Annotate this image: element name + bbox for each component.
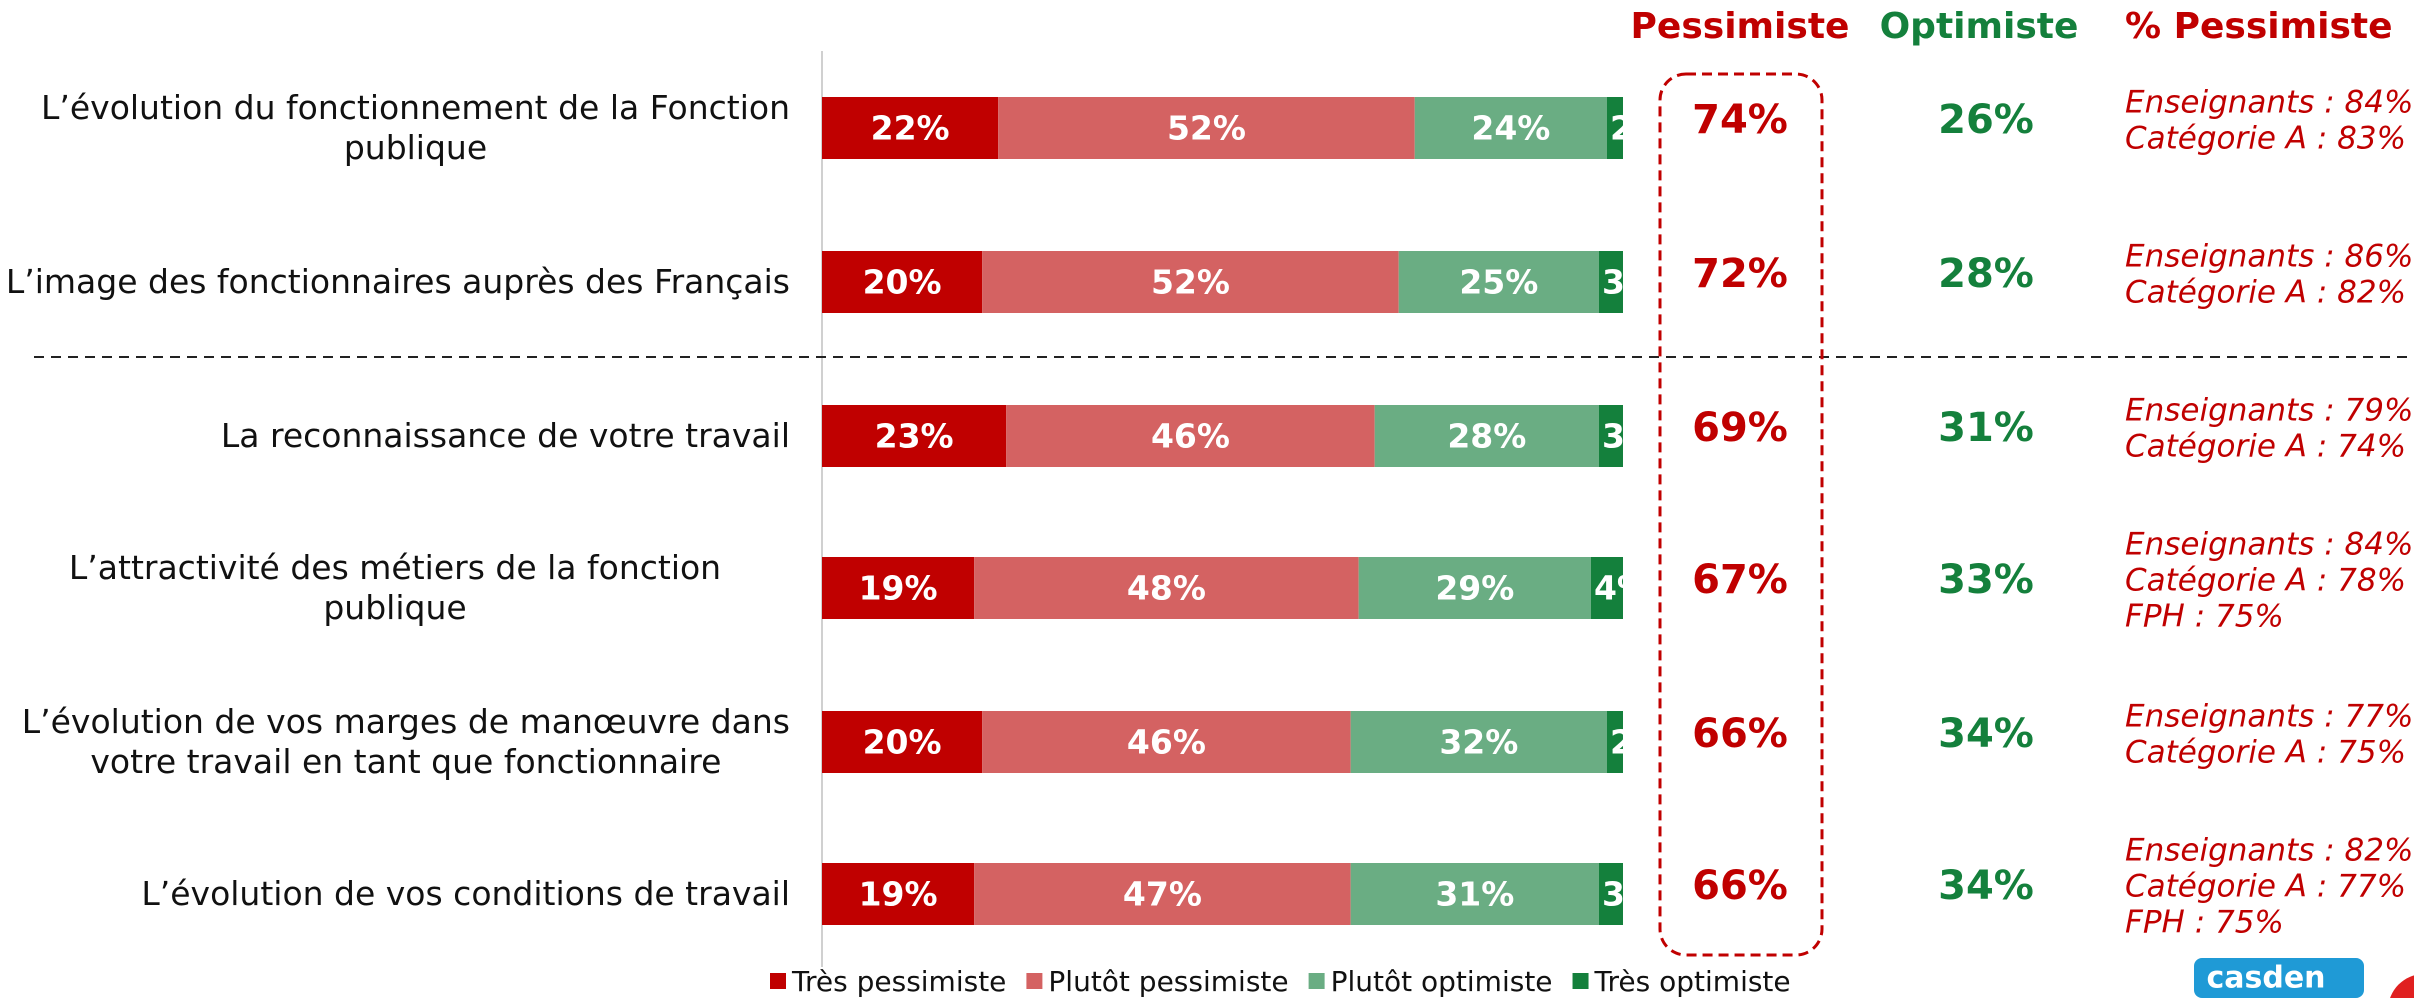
note: FPH : 75% <box>2125 599 2284 635</box>
bar-segment <box>1606 97 1623 159</box>
bar-label: 46% <box>1151 417 1230 456</box>
note: Catégorie A : 75% <box>2125 735 2406 771</box>
bar-segment <box>822 711 983 773</box>
bar-label: 32% <box>1439 723 1518 762</box>
bar-label: 29% <box>1435 569 1514 608</box>
bar-segment <box>822 557 975 619</box>
category-label: L’évolution du fonctionnement de la Fonc… <box>40 88 790 167</box>
bar-label: 19% <box>859 569 938 608</box>
note: FPH : 75% <box>2125 905 2284 941</box>
bar-segment <box>1350 863 1599 925</box>
pessimiste-title: Pessimiste <box>1631 6 1850 47</box>
bar-label: 3% <box>1602 875 1658 914</box>
note: Enseignants : 82% <box>2125 833 2413 869</box>
bar-segment <box>1590 557 1623 619</box>
bar-label: 52% <box>1151 263 1230 302</box>
note: Catégorie A : 77% <box>2125 869 2406 905</box>
bar-segment <box>982 711 1351 773</box>
logo: casden <box>2206 961 2325 996</box>
bar-segment <box>1398 251 1599 313</box>
note: Catégorie A : 83% <box>2125 121 2406 157</box>
legend-swatch <box>1572 973 1589 989</box>
highlight-box <box>1658 72 1824 957</box>
note: Catégorie A : 74% <box>2125 429 2406 465</box>
logo-mark <box>2390 975 2414 998</box>
category-label: L’évolution de vos conditions de travail <box>141 874 790 913</box>
legend-label: Très pessimiste <box>791 965 1006 998</box>
bar-label: 2% <box>1610 109 1666 148</box>
bars: 22% 52% 24% 2% 20% 52% 25% 3% 23% 46% 28% 3% 19% 48% 2… <box>822 97 1666 925</box>
note: Enseignants : 84% <box>2125 85 2413 121</box>
note: Enseignants : 79% <box>2125 393 2413 429</box>
bar-label: 22% <box>871 109 950 148</box>
bar-label: 24% <box>1471 109 1550 148</box>
pessimiste-value: 74% <box>1692 97 1788 143</box>
pessimiste-value: 66% <box>1692 863 1788 909</box>
bar-label: 47% <box>1123 875 1202 914</box>
bar-segment <box>998 97 1415 159</box>
bar-segment <box>822 97 999 159</box>
category-label: L’attractivité des métiers de la fonctio… <box>68 548 722 627</box>
note: Enseignants : 84% <box>2125 527 2413 563</box>
bar-label: 3% <box>1602 417 1658 456</box>
pessimiste-value: 72% <box>1692 251 1788 297</box>
bar-segment <box>1598 251 1623 313</box>
bar-label: 48% <box>1127 569 1206 608</box>
logo-box <box>2194 958 2364 998</box>
bar-segment <box>1598 405 1623 467</box>
legend-swatch <box>770 973 786 989</box>
bar-label: 46% <box>1127 723 1206 762</box>
optimiste-value: 28% <box>1938 251 2034 297</box>
notes-title: % Pessimiste <box>2125 6 2393 47</box>
bar-label: 20% <box>863 263 942 302</box>
bar-segment <box>974 557 1359 619</box>
optimiste-value: 26% <box>1938 97 2034 143</box>
bar-segment <box>822 863 975 925</box>
optimiste-value: 34% <box>1938 863 2034 909</box>
pessimiste-value: 66% <box>1692 711 1788 757</box>
bar-label: 4% <box>1594 569 1650 608</box>
legend-label: Très optimiste <box>1594 965 1791 998</box>
bar-label: 2% <box>1610 723 1666 762</box>
bar-segment <box>1374 405 1599 467</box>
bar-label: 23% <box>875 417 954 456</box>
legend-label: Plutôt pessimiste <box>1048 965 1288 998</box>
bar-segment <box>1414 97 1607 159</box>
legend-swatch <box>1308 973 1325 989</box>
bar-label: 52% <box>1167 109 1246 148</box>
pessimiste-value: 67% <box>1692 557 1788 603</box>
optimiste-value: 31% <box>1938 405 2034 451</box>
bar-segment <box>1358 557 1591 619</box>
bar-label: 20% <box>863 723 942 762</box>
bar-label: 3% <box>1602 263 1658 302</box>
bar-segment <box>822 405 1007 467</box>
bar-segment <box>1606 711 1623 773</box>
note: Catégorie A : 78% <box>2125 563 2406 599</box>
legend-label: Plutôt optimiste <box>1331 965 1553 998</box>
category-label: La reconnaissance de votre travail <box>220 416 790 455</box>
bar-segment <box>1006 405 1375 467</box>
note: Enseignants : 86% <box>2125 239 2413 275</box>
bar-label: 28% <box>1447 417 1526 456</box>
category-label: L’image des fonctionnaires auprès des Fr… <box>5 262 790 301</box>
note: Catégorie A : 82% <box>2125 275 2406 311</box>
bar-label: 19% <box>859 875 938 914</box>
bar-segment <box>982 251 1399 313</box>
legend-swatch <box>1026 973 1043 989</box>
category-label: L’évolution de vos marges de manœuvre da… <box>21 702 790 781</box>
optimiste-title: Optimiste <box>1880 6 2079 47</box>
bar-segment <box>822 251 983 313</box>
bar-segment <box>1598 863 1623 925</box>
bar-label: 31% <box>1435 875 1514 914</box>
optimiste-value: 33% <box>1938 557 2034 603</box>
note: Enseignants : 77% <box>2125 699 2413 735</box>
bar-segment <box>974 863 1351 925</box>
bar-segment <box>1350 711 1607 773</box>
optimiste-value: 34% <box>1938 711 2034 757</box>
pessimiste-value: 69% <box>1692 405 1788 451</box>
bar-label: 25% <box>1459 263 1538 302</box>
